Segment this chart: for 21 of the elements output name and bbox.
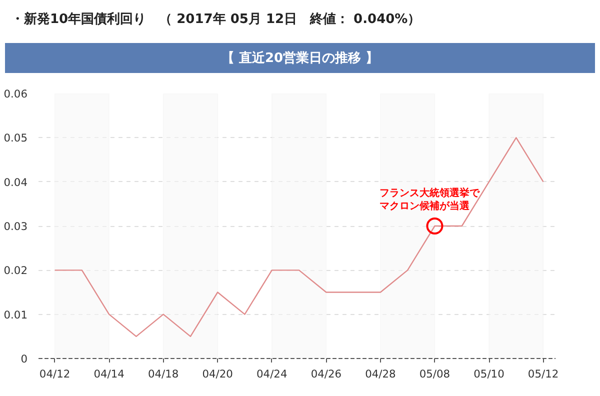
chart-title: ・新発10年国債利回り （ 2017年 05月 12日 終値： 0.040%） — [11, 11, 421, 29]
y-tick-label: 0.04 — [4, 176, 28, 189]
x-tick-label: 04/28 — [365, 368, 396, 380]
x-tick-label: 04/24 — [256, 368, 288, 380]
x-tick-label: 04/20 — [202, 368, 234, 380]
x-tick-label: 04/14 — [94, 368, 125, 380]
x-tick-label: 04/12 — [39, 368, 70, 380]
y-tick-label: 0.01 — [4, 308, 28, 322]
chart-subtitle: 【 直近20営業日の推移 】 — [221, 50, 379, 68]
y-tick-label: 0.02 — [4, 264, 28, 278]
x-tick-label: 04/18 — [148, 368, 179, 380]
x-tick-label: 05/08 — [419, 368, 450, 380]
y-tick-label: 0.03 — [4, 220, 28, 233]
x-tick-label: 05/12 — [528, 368, 559, 380]
y-tick-label: 0.05 — [4, 132, 28, 145]
y-tick-label: 0.06 — [4, 88, 28, 100]
y-tick-label: 0 — [20, 352, 28, 366]
line-series — [54, 137, 544, 338]
annotation: フランス大統領選挙でマクロン候補が当選 — [380, 186, 481, 212]
x-tick-label: 04/26 — [310, 368, 342, 380]
x-tick-label: 05/10 — [474, 368, 505, 380]
